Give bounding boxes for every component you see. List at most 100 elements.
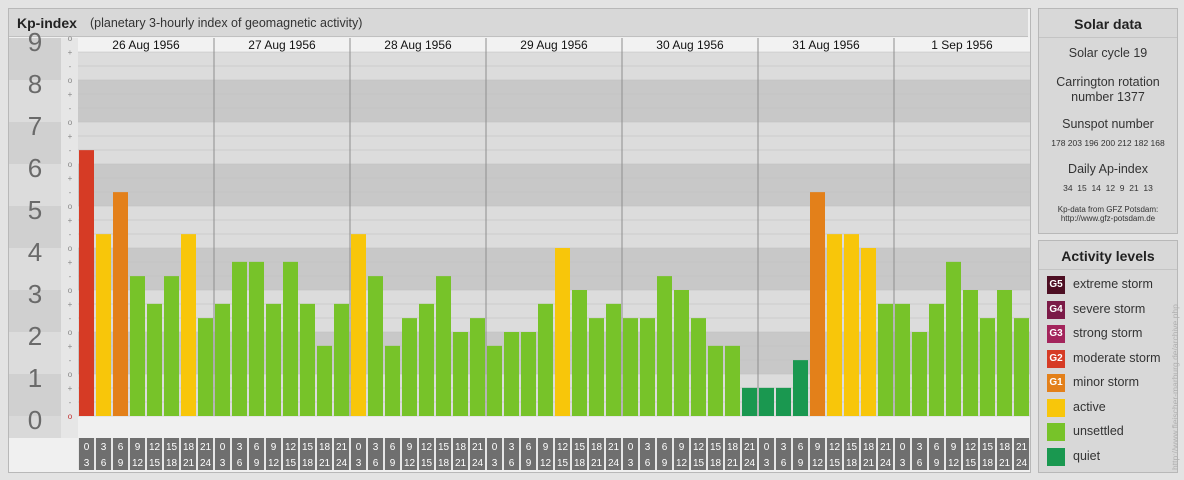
x-tick-start: 12: [829, 442, 841, 453]
x-tick-end: 18: [846, 458, 858, 469]
y-tick-label: 2: [28, 321, 42, 351]
x-tick-cell: [912, 438, 927, 470]
kp-bar: [385, 345, 400, 416]
x-tick-end: 6: [917, 458, 923, 469]
y-axis-band: [9, 38, 61, 80]
x-tick-cell: [742, 438, 757, 470]
x-tick-start: 21: [880, 442, 892, 453]
x-tick-end: 21: [863, 458, 875, 469]
x-tick-end: 3: [356, 458, 362, 469]
legend-label: moderate storm: [1073, 350, 1161, 365]
x-tick-cell: [232, 438, 247, 470]
x-tick-end: 15: [421, 458, 433, 469]
kp-bar: [198, 318, 213, 416]
kp-bar: [402, 318, 417, 416]
legend-swatch-g5: G5: [1047, 276, 1065, 294]
ap-index-heading: Daily Ap-index: [1068, 162, 1148, 176]
x-tick-start: 0: [356, 442, 362, 453]
x-tick-start: 3: [237, 442, 243, 453]
x-tick-cell: [130, 438, 145, 470]
x-tick-start: 15: [982, 442, 994, 453]
x-tick-cell: [606, 438, 621, 470]
x-tick-start: 21: [608, 442, 620, 453]
x-tick-cell: [623, 438, 638, 470]
y-subtick-label: -: [69, 398, 72, 407]
ap-index-values: 34 15 14 12 9 21 13: [1063, 183, 1153, 193]
x-tick-cell: [640, 438, 655, 470]
x-tick-start: 15: [438, 442, 450, 453]
x-tick-cell: [283, 438, 298, 470]
y-subtick-label: +: [68, 384, 73, 393]
x-tick-cell: [691, 438, 706, 470]
data-source-line1: Kp-data from GFZ Potsdam:: [1057, 205, 1159, 214]
x-tick-cell: [827, 438, 842, 470]
x-tick-end: 24: [336, 458, 348, 469]
kp-bar: [181, 234, 196, 416]
y-subtick-label: -: [69, 272, 72, 281]
y-axis-band: [9, 332, 61, 374]
x-tick-start: 6: [798, 442, 804, 453]
x-tick-cell: [759, 438, 774, 470]
x-tick-end: 6: [101, 458, 107, 469]
day-label: 29 Aug 1956: [520, 38, 588, 52]
x-tick-start: 9: [951, 442, 957, 453]
x-tick-end: 12: [812, 458, 824, 469]
kp-bar: [623, 318, 638, 416]
kp-bar: [810, 192, 825, 416]
x-tick-start: 12: [557, 442, 569, 453]
x-tick-end: 15: [285, 458, 297, 469]
kp-bar: [283, 261, 298, 416]
carrington-rotation-line2: number 1377: [1071, 90, 1145, 104]
x-tick-cell: [538, 438, 553, 470]
y-subtick-label: o: [68, 412, 73, 421]
day-label: 30 Aug 1956: [656, 38, 724, 52]
x-tick-cell: [113, 438, 128, 470]
x-tick-start: 18: [591, 442, 603, 453]
kp-bar: [946, 261, 961, 416]
x-tick-end: 18: [982, 458, 994, 469]
kp-bar: [691, 318, 706, 416]
kp-bar: [453, 332, 468, 416]
x-tick-cell: [997, 438, 1012, 470]
x-tick-end: 9: [798, 458, 804, 469]
grid-band: [78, 206, 1030, 248]
x-tick-cell: [929, 438, 944, 470]
kp-bar: [895, 303, 910, 416]
x-tick-start: 12: [693, 442, 705, 453]
y-subtick-label: o: [68, 118, 73, 127]
x-tick-end: 9: [934, 458, 940, 469]
kp-bar: [929, 303, 944, 416]
x-tick-start: 21: [744, 442, 756, 453]
x-tick-end: 3: [628, 458, 634, 469]
x-tick-end: 9: [662, 458, 668, 469]
x-tick-end: 15: [965, 458, 977, 469]
day-label: 27 Aug 1956: [248, 38, 316, 52]
y-subtick-label: +: [68, 48, 73, 57]
kp-bar: [674, 290, 689, 416]
grid-band: [78, 164, 1030, 206]
kp-bar: [555, 248, 570, 416]
x-tick-start: 9: [271, 442, 277, 453]
x-tick-start: 0: [492, 442, 498, 453]
legend-label: extreme storm: [1073, 277, 1153, 291]
x-tick-end: 3: [764, 458, 770, 469]
y-tick-label: 0: [28, 405, 42, 435]
x-tick-end: 15: [829, 458, 841, 469]
y-tick-label: 1: [28, 363, 42, 393]
x-tick-start: 21: [336, 442, 348, 453]
chart-title-bar: Kp-index (planetary 3-hourly index of ge…: [9, 9, 1028, 37]
x-tick-start: 6: [526, 442, 532, 453]
x-tick-cell: [861, 438, 876, 470]
x-tick-cell: [1014, 438, 1029, 470]
solar-cycle: Solar cycle 19: [1068, 46, 1148, 60]
x-tick-end: 6: [509, 458, 515, 469]
y-axis-band: [9, 248, 61, 290]
kp-bar: [130, 276, 145, 416]
x-tick-end: 3: [220, 458, 226, 469]
x-tick-start: 15: [574, 442, 586, 453]
data-source-link[interactable]: http://www.gfz-potsdam.de: [1060, 214, 1156, 223]
y-subtick-label: o: [68, 328, 73, 337]
y-subtick-label: o: [68, 370, 73, 379]
x-tick-start: 12: [965, 442, 977, 453]
x-tick-end: 12: [268, 458, 280, 469]
